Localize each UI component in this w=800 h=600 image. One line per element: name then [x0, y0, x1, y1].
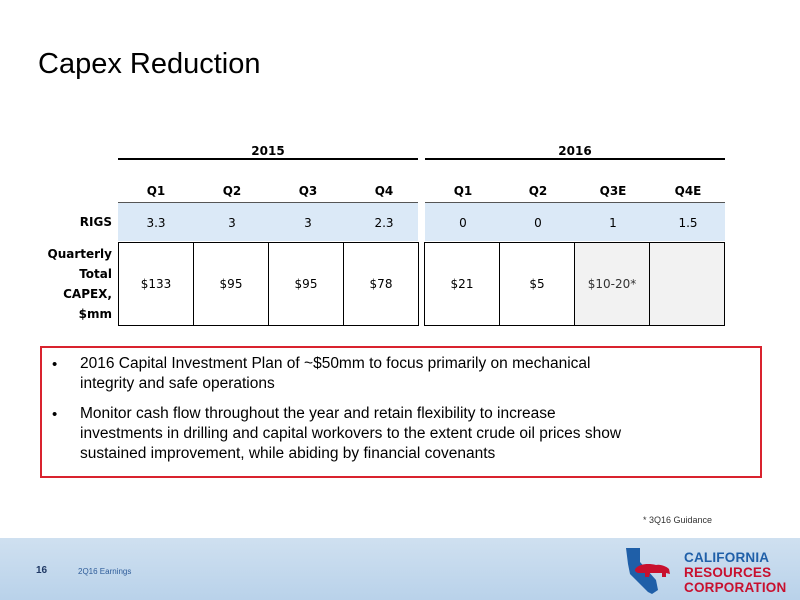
callout-bullet-1: 2016 Capital Investment Plan of ~$50mm t…	[80, 354, 748, 394]
quarter-header: Q2	[222, 184, 242, 198]
quarter-header: Q1	[453, 184, 473, 198]
logo-line: CALIFORNIA	[684, 550, 770, 565]
rigs-cell: 1	[609, 216, 617, 230]
rigs-cell: 3	[304, 216, 312, 230]
bullet-marker: •	[52, 356, 58, 373]
rigs-band-2016	[425, 203, 725, 241]
row-label-rigs: RIGS	[79, 215, 112, 229]
capex-cell: $95	[268, 242, 344, 326]
quarter-header: Q3E	[599, 184, 627, 198]
callout-box	[40, 346, 762, 478]
rigs-cell: 1.5	[678, 216, 698, 230]
footer-label: 2Q16 Earnings	[78, 567, 132, 576]
rigs-cell: 0	[459, 216, 467, 230]
capex-cell: $78	[343, 242, 419, 326]
year-2016-rule	[425, 158, 725, 160]
bullet-line: Monitor cash flow throughout the year an…	[80, 405, 556, 422]
california-map-logo-icon	[626, 548, 670, 594]
slide-title: Capex Reduction	[38, 48, 261, 80]
callout-bullet-2: Monitor cash flow throughout the year an…	[80, 404, 748, 464]
year-2015: 2015	[251, 144, 285, 158]
row-label-capex-line: $mm	[78, 307, 112, 321]
quarter-header: Q3	[298, 184, 318, 198]
quarter-header: Q1	[146, 184, 166, 198]
row-label-capex-line: CAPEX,	[63, 287, 112, 301]
capex-cell: $5	[499, 242, 575, 326]
logo-line: RESOURCES	[684, 565, 772, 580]
bullet-line: 2016 Capital Investment Plan of ~$50mm t…	[80, 355, 591, 372]
row-label-capex-line: Quarterly	[47, 247, 113, 261]
capex-cell: $21	[424, 242, 500, 326]
capex-cell: $133	[118, 242, 194, 326]
rigs-cell: 3	[228, 216, 236, 230]
row-label-capex-line: Total	[79, 267, 112, 281]
capex-cell-empty	[649, 242, 725, 326]
header-rule	[425, 202, 725, 203]
rigs-band-2015	[118, 203, 418, 241]
capex-cell: $95	[193, 242, 269, 326]
footnote: * 3Q16 Guidance	[643, 515, 713, 525]
page-number: 16	[36, 565, 48, 576]
rigs-cell: 2.3	[374, 216, 394, 230]
bullet-line: sustained improvement, while abiding by …	[80, 445, 496, 462]
capex-cell-guidance: $10-20*	[574, 242, 650, 326]
quarter-header: Q4E	[674, 184, 702, 198]
logo-line: CORPORATION	[684, 580, 787, 595]
rigs-cell: 3.3	[146, 216, 166, 230]
quarter-header: Q2	[528, 184, 548, 198]
header-rule	[118, 202, 418, 203]
row-label-capex: Quarterly Total CAPEX, $mm	[20, 244, 113, 324]
year-2015-rule	[118, 158, 418, 160]
year-2016: 2016	[558, 144, 592, 158]
bullet-line: integrity and safe operations	[80, 375, 275, 392]
bullet-marker: •	[52, 406, 58, 423]
quarter-header: Q4	[374, 184, 394, 198]
bullet-line: investments in drilling and capital work…	[80, 425, 622, 442]
rigs-cell: 0	[534, 216, 542, 230]
